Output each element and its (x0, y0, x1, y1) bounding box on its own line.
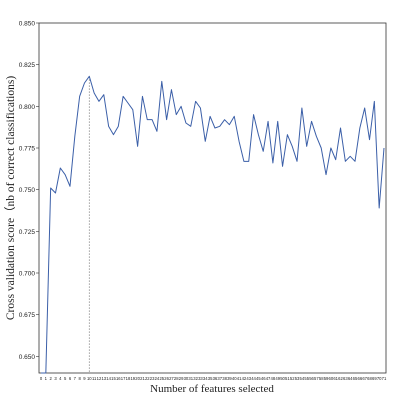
x-tick-label: 7 (74, 376, 77, 381)
x-tick-label: 39 (227, 376, 232, 381)
x-tick-label: 43 (246, 376, 251, 381)
cv-score-line (41, 75, 385, 374)
x-tick-label: 33 (198, 376, 203, 381)
x-tick-label: 45 (256, 376, 261, 381)
x-tick-label: 9 (83, 376, 86, 381)
x-tick-label: 15 (111, 376, 116, 381)
x-tick-label: 23 (150, 376, 155, 381)
y-tick-label: 0.775 (19, 146, 36, 153)
x-tick-label: 31 (188, 376, 193, 381)
x-tick-label: 26 (164, 376, 169, 381)
x-tick-label: 38 (222, 376, 227, 381)
y-tick-label: 0.700 (19, 271, 36, 278)
x-tick-label: 56 (309, 376, 314, 381)
x-tick-label: 6 (69, 376, 72, 381)
x-tick-label: 0 (40, 376, 43, 381)
x-tick-label: 51 (285, 376, 290, 381)
x-tick-label: 18 (126, 376, 131, 381)
x-tick-label: 30 (184, 376, 189, 381)
x-tick-label: 54 (300, 376, 305, 381)
x-tick-label: 42 (242, 376, 247, 381)
x-tick-label: 14 (106, 376, 111, 381)
x-tick-label: 41 (237, 376, 242, 381)
x-tick-label: 37 (217, 376, 222, 381)
x-axis-ticks: 0 1 2 3 4 5 6 7 8 9 10 11 12 13 14 15 16 17 18 19 20 21 22 23 24… (40, 376, 387, 381)
x-tick-label: 19 (130, 376, 135, 381)
x-tick-label: 49 (275, 376, 280, 381)
x-tick-label: 61 (333, 376, 338, 381)
y-tick-label: 0.675 (19, 312, 36, 319)
x-tick-label: 53 (295, 376, 300, 381)
x-tick-label: 20 (135, 376, 140, 381)
x-tick-label: 1 (45, 376, 48, 381)
x-tick-label: 66 (358, 376, 363, 381)
x-tick-label: 69 (372, 376, 377, 381)
x-tick-label: 34 (203, 376, 208, 381)
x-tick-label: 3 (54, 376, 57, 381)
x-tick-label: 21 (140, 376, 145, 381)
x-tick-label: 62 (338, 376, 343, 381)
x-tick-label: 58 (319, 376, 324, 381)
x-tick-label: 57 (314, 376, 319, 381)
x-tick-label: 4 (59, 376, 62, 381)
x-tick-label: 32 (193, 376, 198, 381)
x-tick-label: 22 (145, 376, 150, 381)
x-tick-label: 10 (87, 376, 92, 381)
x-tick-label: 47 (266, 376, 271, 381)
x-tick-label: 24 (155, 376, 160, 381)
y-tick-label: 0.800 (19, 104, 36, 111)
x-tick-label: 11 (92, 376, 97, 381)
y-tick-label: 0.725 (19, 229, 36, 236)
x-tick-label: 64 (348, 376, 353, 381)
x-tick-label: 13 (101, 376, 106, 381)
x-tick-label: 63 (343, 376, 348, 381)
x-axis-title: Number of features selected (150, 383, 274, 395)
x-tick-label: 5 (64, 376, 67, 381)
y-axis-ticks: 0.650 0.675 0.700 0.725 0.750 0.775 0.800 0.825… (19, 21, 39, 361)
x-tick-label: 68 (367, 376, 372, 381)
x-tick-label: 60 (329, 376, 334, 381)
x-tick-label: 71 (382, 376, 387, 381)
x-tick-label: 67 (362, 376, 367, 381)
x-tick-label: 25 (159, 376, 164, 381)
x-tick-label: 50 (280, 376, 285, 381)
x-tick-label: 28 (174, 376, 179, 381)
x-tick-label: 29 (179, 376, 184, 381)
x-tick-label: 17 (121, 376, 126, 381)
y-tick-label: 0.650 (19, 354, 36, 361)
y-axis-title: Cross validation score（nb of correct cla… (4, 76, 17, 320)
y-tick-label: 0.750 (19, 187, 36, 194)
x-tick-label: 65 (353, 376, 358, 381)
x-tick-label: 59 (324, 376, 329, 381)
x-tick-label: 55 (304, 376, 309, 381)
plot-frame (38, 22, 387, 374)
x-tick-label: 40 (232, 376, 237, 381)
x-tick-label: 8 (78, 376, 81, 381)
x-tick-label: 35 (208, 376, 213, 381)
x-tick-label: 44 (251, 376, 256, 381)
x-tick-label: 12 (97, 376, 102, 381)
x-tick-label: 27 (169, 376, 174, 381)
x-tick-label: 36 (213, 376, 218, 381)
x-tick-label: 48 (271, 376, 276, 381)
y-tick-label: 0.850 (19, 21, 36, 28)
x-tick-label: 52 (290, 376, 295, 381)
x-tick-label: 16 (116, 376, 121, 381)
x-tick-label: 2 (49, 376, 52, 381)
x-tick-label: 70 (377, 376, 382, 381)
x-tick-label: 46 (261, 376, 266, 381)
y-tick-label: 0.825 (19, 62, 36, 69)
